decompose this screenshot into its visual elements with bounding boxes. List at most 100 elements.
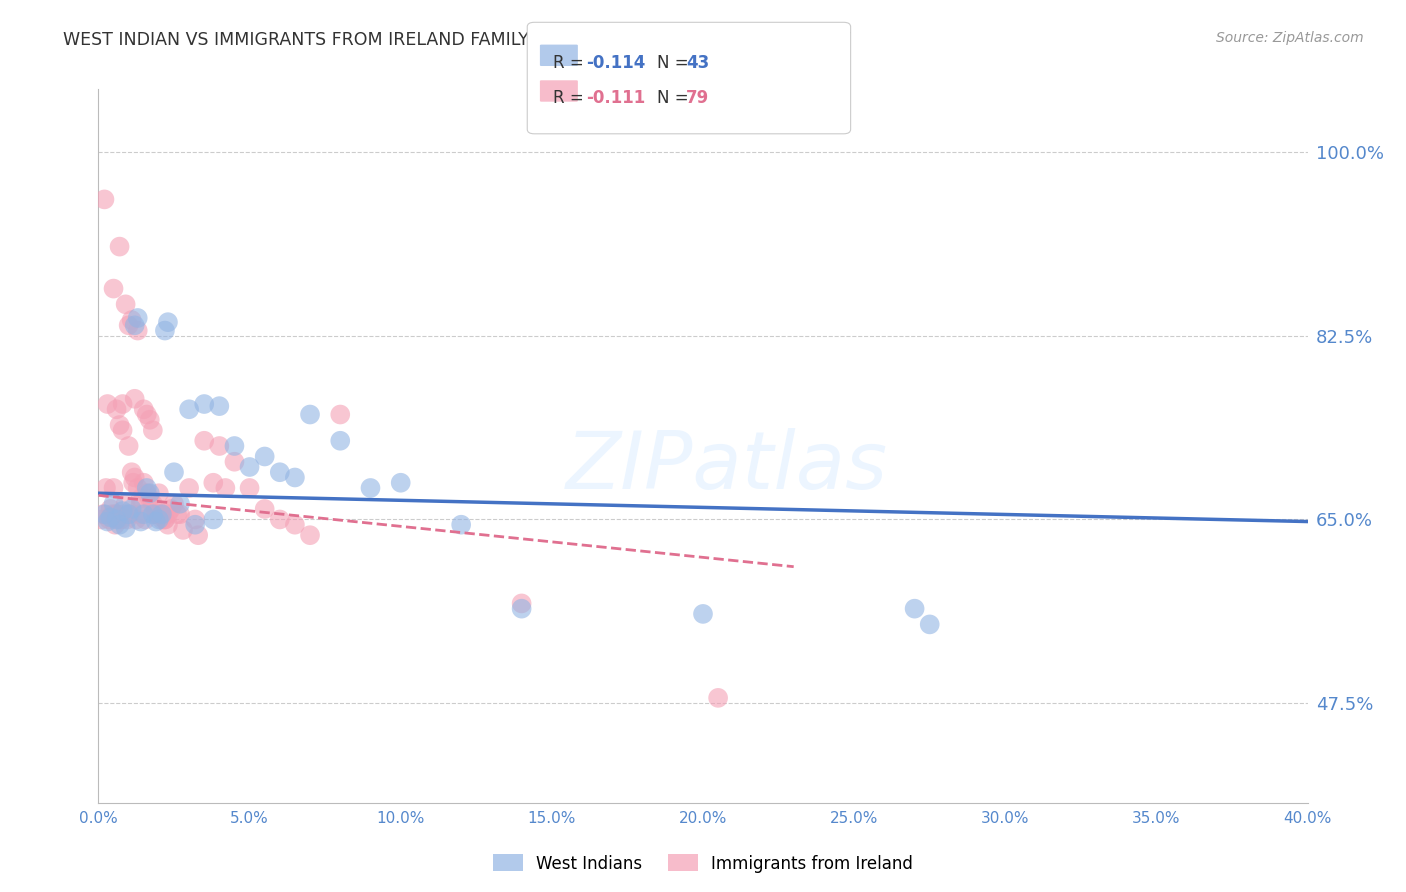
Point: [108, 417, 131, 432]
Point: [108, 239, 131, 253]
Point: [111, 397, 134, 411]
Point: [707, 690, 730, 705]
Point: [125, 512, 148, 526]
Point: [127, 481, 149, 495]
Point: [100, 510, 122, 524]
Point: [202, 475, 225, 490]
Point: [107, 512, 129, 526]
Text: ZIPatlas: ZIPatlas: [567, 428, 889, 507]
Text: N =: N =: [657, 54, 693, 71]
Point: [121, 313, 143, 327]
Point: [145, 515, 167, 529]
Point: [100, 502, 122, 516]
Point: [224, 439, 246, 453]
Point: [127, 324, 149, 338]
Point: [904, 601, 927, 615]
Point: [124, 318, 146, 333]
Point: [224, 455, 246, 469]
Point: [128, 507, 150, 521]
Point: [184, 512, 207, 526]
Point: [134, 512, 156, 526]
Point: [329, 434, 352, 448]
Point: [187, 528, 209, 542]
Point: [145, 502, 167, 516]
Point: [142, 423, 165, 437]
Point: [122, 475, 145, 490]
Point: [94, 481, 117, 495]
Text: R =: R =: [553, 54, 589, 71]
Point: [105, 402, 128, 417]
Point: [214, 481, 236, 495]
Point: [179, 402, 201, 417]
Point: [139, 491, 162, 506]
Point: [142, 507, 165, 521]
Text: -0.111: -0.111: [586, 89, 645, 107]
Point: [115, 512, 138, 526]
Point: [284, 517, 307, 532]
Point: [918, 617, 941, 632]
Point: [112, 507, 135, 521]
Point: [104, 507, 127, 521]
Point: [111, 504, 134, 518]
Point: [269, 465, 291, 479]
Point: [169, 497, 191, 511]
Point: [93, 193, 115, 207]
Text: Source: ZipAtlas.com: Source: ZipAtlas.com: [1216, 31, 1364, 45]
Legend: West Indians, Immigrants from Ireland: West Indians, Immigrants from Ireland: [486, 847, 920, 880]
Point: [121, 502, 143, 516]
Point: [120, 507, 142, 521]
Point: [104, 517, 127, 532]
Point: [450, 517, 472, 532]
Point: [156, 517, 179, 532]
Point: [202, 512, 225, 526]
Point: [124, 470, 146, 484]
Point: [103, 282, 125, 296]
Point: [169, 507, 191, 521]
Point: [129, 515, 152, 529]
Text: 43: 43: [686, 54, 710, 71]
Point: [148, 512, 170, 526]
Point: [193, 397, 215, 411]
Point: [360, 481, 382, 495]
Point: [148, 507, 170, 521]
Point: [110, 512, 132, 526]
Point: [108, 517, 131, 532]
Point: [121, 465, 143, 479]
Point: [163, 465, 186, 479]
Point: [253, 502, 276, 516]
Point: [150, 507, 173, 521]
Point: [163, 497, 186, 511]
Point: [269, 512, 291, 526]
Point: [129, 491, 152, 506]
Point: [93, 507, 115, 521]
Point: [118, 439, 141, 453]
Point: [208, 439, 231, 453]
Point: [103, 481, 125, 495]
Point: [114, 497, 136, 511]
Point: [184, 517, 207, 532]
Point: [114, 521, 136, 535]
Point: [153, 512, 176, 526]
Text: 79: 79: [686, 89, 710, 107]
Text: N =: N =: [657, 89, 693, 107]
Point: [118, 318, 141, 333]
Point: [135, 408, 157, 422]
Point: [132, 475, 155, 490]
Text: WEST INDIAN VS IMMIGRANTS FROM IRELAND FAMILY HOUSEHOLDS CORRELATION CHART: WEST INDIAN VS IMMIGRANTS FROM IRELAND F…: [63, 31, 851, 49]
Point: [142, 497, 165, 511]
Point: [132, 507, 155, 521]
Point: [114, 297, 136, 311]
Point: [135, 481, 157, 495]
Point: [208, 399, 231, 413]
Point: [172, 523, 194, 537]
Point: [105, 507, 128, 521]
Point: [129, 497, 152, 511]
Point: [510, 601, 533, 615]
Point: [150, 507, 173, 521]
Point: [179, 481, 201, 495]
Point: [150, 512, 173, 526]
Point: [166, 507, 188, 521]
Point: [105, 512, 128, 526]
Point: [91, 507, 114, 521]
Point: [103, 497, 125, 511]
